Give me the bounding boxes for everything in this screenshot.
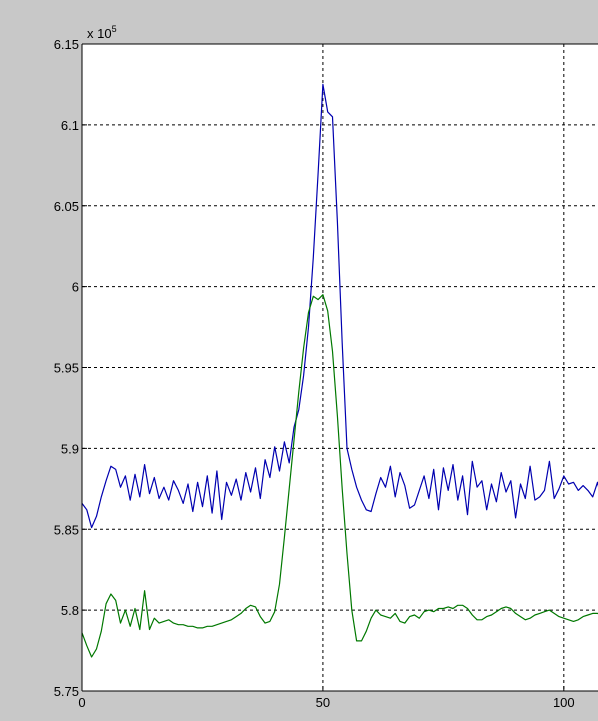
y-multiplier-base: x 10 bbox=[87, 26, 112, 41]
y-tick-labels: 5.75 5.8 5.85 5.9 5.95 6 6.05 6.1 6.15 bbox=[54, 37, 79, 699]
y-multiplier-label: x 105 bbox=[87, 24, 117, 41]
y-tick-label: 6.1 bbox=[61, 118, 79, 133]
x-tick-label: 0 bbox=[78, 695, 85, 710]
series-line-2 bbox=[81, 294, 598, 658]
y-tick-label: 5.75 bbox=[54, 684, 79, 699]
x-tick-label: 50 bbox=[316, 695, 330, 710]
x-tick-labels: 0 50 100 bbox=[78, 695, 574, 710]
x-tick-label: 100 bbox=[553, 695, 575, 710]
y-tick-label: 5.8 bbox=[61, 603, 79, 618]
y-tick-label: 6 bbox=[72, 280, 79, 295]
y-tick-label: 5.95 bbox=[54, 361, 79, 376]
y-multiplier-exponent: 5 bbox=[112, 24, 117, 34]
tick-marks bbox=[81, 43, 565, 692]
y-tick-label: 6.15 bbox=[54, 37, 79, 52]
y-tick-label: 5.85 bbox=[54, 522, 79, 537]
series-layer bbox=[81, 83, 598, 658]
series-line-1 bbox=[81, 83, 598, 529]
y-tick-label: 6.05 bbox=[54, 199, 79, 214]
y-tick-label: 5.9 bbox=[61, 441, 79, 456]
